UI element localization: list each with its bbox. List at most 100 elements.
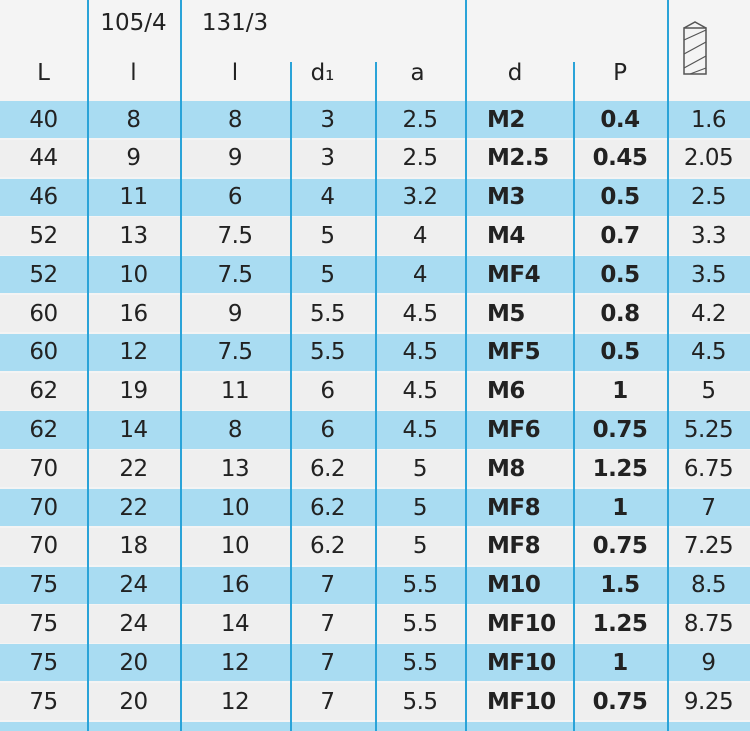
table-cell: 6 [320, 417, 335, 444]
table-cell: 7.5 [217, 223, 253, 250]
table-cell: 3 [320, 106, 335, 133]
header-label: l [231, 60, 239, 86]
table-cell: 1 [612, 649, 628, 676]
table-cell: 1.25 [592, 455, 648, 482]
table-cell: 6.2 [309, 533, 346, 560]
column-rule [573, 62, 575, 731]
table-cell: 1.25 [592, 611, 648, 638]
header-label: d [507, 60, 523, 86]
table-cell: 3.3 [690, 223, 727, 250]
table-cell: 60 [29, 339, 58, 366]
column-rule [290, 62, 292, 731]
table-cell: 4.5 [402, 417, 438, 444]
table-cell: 13 [220, 455, 250, 482]
header-label: a [410, 60, 425, 86]
table-cell: 5.5 [402, 688, 438, 715]
table-cell: 4 [412, 261, 428, 288]
table-cell: 10 [220, 494, 250, 521]
table-cell: 70 [29, 533, 58, 560]
table-cell: 0.75 [592, 417, 648, 444]
table-cell: 0.8 [600, 300, 640, 327]
table-cell: 24 [119, 611, 148, 638]
column-rule [87, 0, 89, 731]
table-cell: 5.5 [402, 611, 438, 638]
table-cell: 5 [412, 455, 428, 482]
table-cell: 24 [119, 572, 148, 599]
header-label: P [613, 60, 627, 86]
table-cell: MF8 [487, 494, 541, 521]
table-cell: 6.2 [309, 494, 346, 521]
table-cell: 22 [119, 494, 148, 521]
table-cell: 7.5 [217, 339, 253, 366]
table-cell: 0.75 [592, 688, 648, 715]
table-cell: 6.75 [683, 455, 734, 482]
table-cell: 9 [701, 649, 716, 676]
table-cell: 4.5 [402, 378, 438, 405]
table-cell: 11 [119, 184, 148, 211]
table-cell: 75 [29, 649, 58, 676]
column-rule [667, 0, 669, 731]
table-cell: 70 [29, 455, 58, 482]
table-cell: 9 [227, 300, 243, 327]
table-cell: 4 [320, 184, 335, 211]
table-cell: 9 [126, 145, 141, 172]
table-cell: 8.75 [683, 611, 734, 638]
table-cell: 14 [119, 417, 148, 444]
table-cell: 6 [227, 184, 243, 211]
table-cell: MF6 [487, 417, 541, 444]
table-cell: M5 [487, 300, 525, 327]
table-cell: 4.5 [402, 339, 438, 366]
table-cell: 0.45 [592, 145, 648, 172]
column-rule [465, 0, 467, 731]
drill-icon [683, 21, 707, 75]
table-cell: 14 [220, 611, 250, 638]
table-cell: 7 [320, 611, 335, 638]
table-cell: 75 [29, 688, 58, 715]
table-cell: M8 [487, 455, 525, 482]
table-cell: 2.5 [402, 106, 438, 133]
table-cell: MF10 [487, 688, 556, 715]
table-cell: 0.7 [600, 223, 640, 250]
table-cell: 3.5 [690, 261, 727, 288]
table-cell: 3 [320, 145, 335, 172]
table-cell: 44 [29, 145, 58, 172]
table-cell: M3 [487, 184, 525, 211]
header-top: 105/4 [100, 10, 167, 36]
table-cell: 10 [119, 261, 148, 288]
table-cell: 5 [412, 494, 428, 521]
table-cell: 22 [119, 455, 148, 482]
header-label: l [130, 60, 137, 86]
table-cell: 18 [119, 533, 148, 560]
column-rule [180, 0, 182, 731]
table-cell: 8 [227, 106, 243, 133]
table-cell: 1 [612, 378, 628, 405]
table-cell: 0.75 [592, 533, 648, 560]
table-cell: 4 [412, 223, 428, 250]
table-cell: 52 [29, 261, 58, 288]
table-cell: 0.5 [600, 339, 640, 366]
table-cell: 0.5 [600, 261, 640, 288]
table-cell: M6 [487, 378, 525, 405]
table-cell: MF5 [487, 339, 541, 366]
table-cell: 4.5 [402, 300, 438, 327]
table-cell: 10 [220, 533, 250, 560]
table-cell: 3.2 [402, 184, 438, 211]
table-cell: M2.5 [487, 145, 549, 172]
table-cell: 5.5 [402, 572, 438, 599]
table-cell: 12 [220, 688, 250, 715]
table-cell: 8 [227, 417, 243, 444]
table-cell: 5 [701, 378, 716, 405]
table-cell: 5.5 [402, 649, 438, 676]
table-cell: 7 [320, 572, 335, 599]
table-cell: 2.5 [690, 184, 727, 211]
table-cell: 2.5 [402, 145, 438, 172]
table-cell: 4.2 [690, 300, 727, 327]
table-cell: 5 [320, 223, 335, 250]
column-rule [375, 62, 377, 731]
table-cell: 11 [220, 378, 250, 405]
table-cell: 20 [119, 688, 148, 715]
table-cell: 62 [29, 417, 58, 444]
table-cell: 46 [29, 184, 58, 211]
table-cell: M10 [487, 572, 541, 599]
